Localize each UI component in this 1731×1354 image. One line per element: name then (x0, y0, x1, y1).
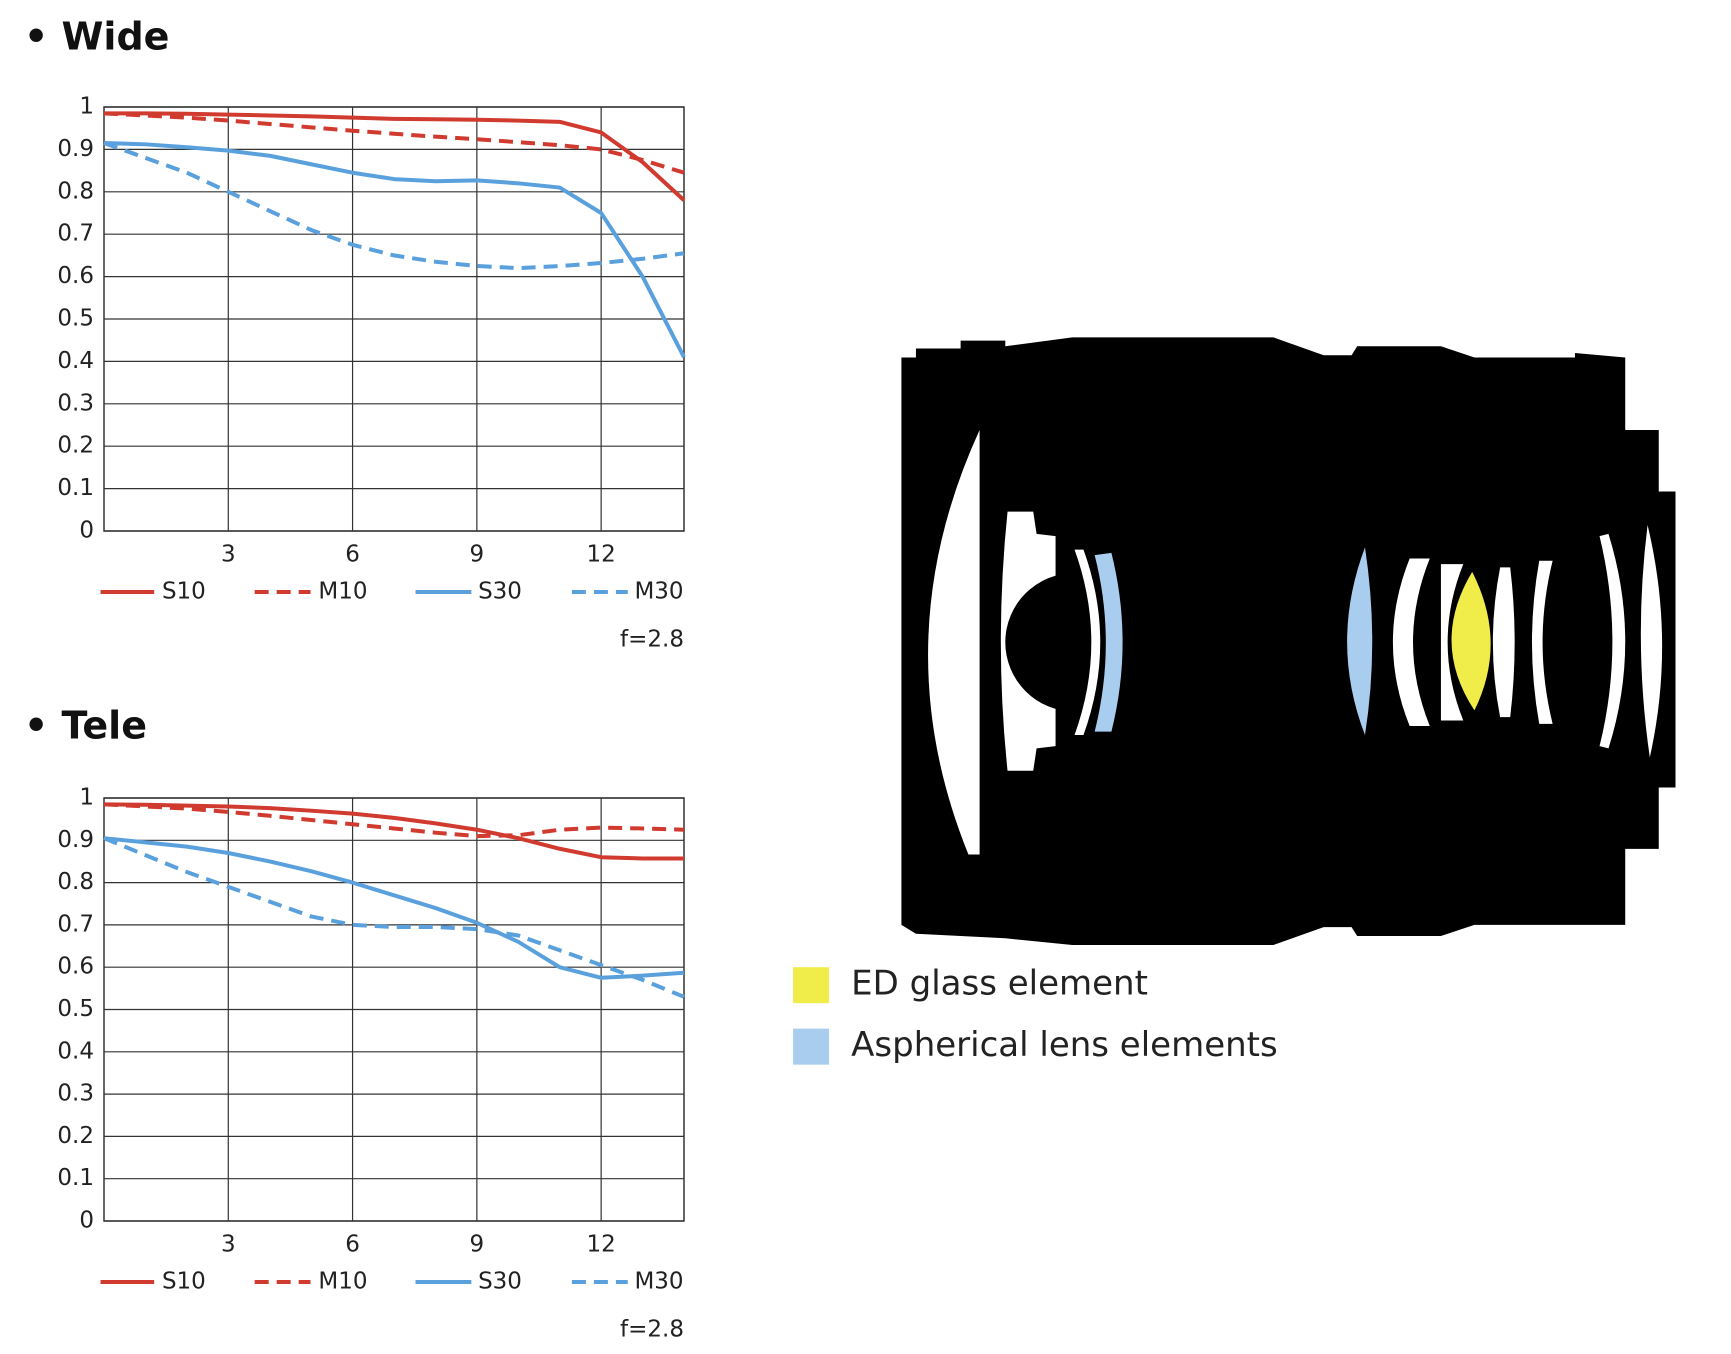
y-tick-label: 1 (79, 94, 94, 120)
legend-label: Aspherical lens elements (851, 1025, 1278, 1065)
legend-label: S30 (478, 1269, 522, 1295)
y-tick-label: 0.3 (57, 390, 94, 416)
y-tick-label: 0.1 (57, 1165, 94, 1191)
legend-label: S30 (478, 579, 522, 605)
chart: • Tele 0 0.1 0.2 0.3 0.4 0.5 0.6 0.7 0.8 0.9 1 3 6 9 12… (24, 704, 685, 1343)
y-tick-label: 0.8 (57, 178, 94, 204)
annotation: f=2.8 (620, 1317, 684, 1343)
y-tick-label: 0.7 (57, 911, 94, 937)
x-tick-label: 12 (587, 542, 616, 568)
chart: • Wide 0 0.1 0.2 0.3 0.4 0.5 0.6 0.7 0.8 0.9 1 3 6 9 12… (24, 15, 686, 653)
ed-element (1451, 571, 1491, 711)
y-tick-label: 0.4 (57, 1038, 94, 1064)
y-tick-label: 0 (79, 1208, 94, 1234)
y-tick-label: 0.5 (57, 996, 94, 1022)
y-tick-label: 0.3 (57, 1081, 94, 1107)
y-tick-label: 0 (79, 518, 94, 544)
y-tick-label: 0.8 (57, 869, 94, 895)
x-tick-label: 9 (470, 1232, 485, 1258)
lens-element (1392, 558, 1430, 727)
annotation: f=2.8 (620, 627, 684, 653)
x-tick-label: 12 (587, 1232, 616, 1258)
y-tick-label: 0.5 (57, 306, 94, 332)
y-tick-label: 0.6 (57, 263, 94, 289)
lens-element (1074, 549, 1101, 735)
chart-title: • Wide (24, 15, 169, 59)
legend-label: M10 (318, 1269, 367, 1295)
series-line (103, 141, 686, 359)
x-tick-label: 6 (345, 1232, 360, 1258)
legend-swatch (793, 967, 830, 1004)
y-tick-label: 0.2 (57, 433, 94, 459)
series-line (104, 111, 686, 202)
legend-label: M30 (634, 579, 683, 605)
plot-frame (103, 797, 685, 1222)
lens-legend: ED glass element Aspherical lens elements (793, 964, 1278, 1065)
series-line (103, 836, 685, 999)
series-line (103, 141, 685, 271)
x-tick-label: 6 (345, 542, 360, 568)
y-tick-label: 0.4 (57, 348, 94, 374)
lens-cutout (1005, 573, 1144, 712)
y-tick-label: 0.2 (57, 1123, 94, 1149)
y-tick-label: 0.6 (57, 954, 94, 980)
aspherical-element (1347, 547, 1373, 735)
y-tick-label: 0.9 (57, 136, 94, 162)
lens-element (1440, 564, 1464, 721)
series-line (103, 802, 685, 839)
series-line (103, 836, 685, 980)
series-line (103, 111, 685, 175)
plot-frame (103, 106, 685, 532)
x-tick-label: 9 (470, 542, 485, 568)
legend-label: M10 (318, 579, 367, 605)
lens-element (928, 430, 980, 855)
legend-label: S10 (162, 579, 206, 605)
series-line (103, 802, 684, 861)
x-tick-label: 3 (221, 1232, 236, 1258)
y-tick-label: 0.1 (57, 475, 94, 501)
legend-label: ED glass element (851, 964, 1148, 1004)
aspherical-element (1094, 552, 1123, 732)
y-tick-label: 0.9 (57, 827, 94, 853)
lens-element (1492, 567, 1515, 718)
y-tick-label: 1 (79, 785, 94, 811)
lens-element (1531, 560, 1553, 724)
lens-element (1640, 524, 1663, 758)
lens-body (901, 337, 1676, 945)
legend-label: M30 (634, 1269, 683, 1295)
legend-swatch (793, 1028, 830, 1065)
lens-diagram (901, 337, 1676, 945)
chart-title: • Tele (24, 704, 147, 748)
y-tick-label: 0.7 (57, 221, 94, 247)
x-tick-label: 3 (221, 542, 236, 568)
lens-element (1599, 533, 1626, 749)
legend-label: S10 (162, 1269, 206, 1295)
